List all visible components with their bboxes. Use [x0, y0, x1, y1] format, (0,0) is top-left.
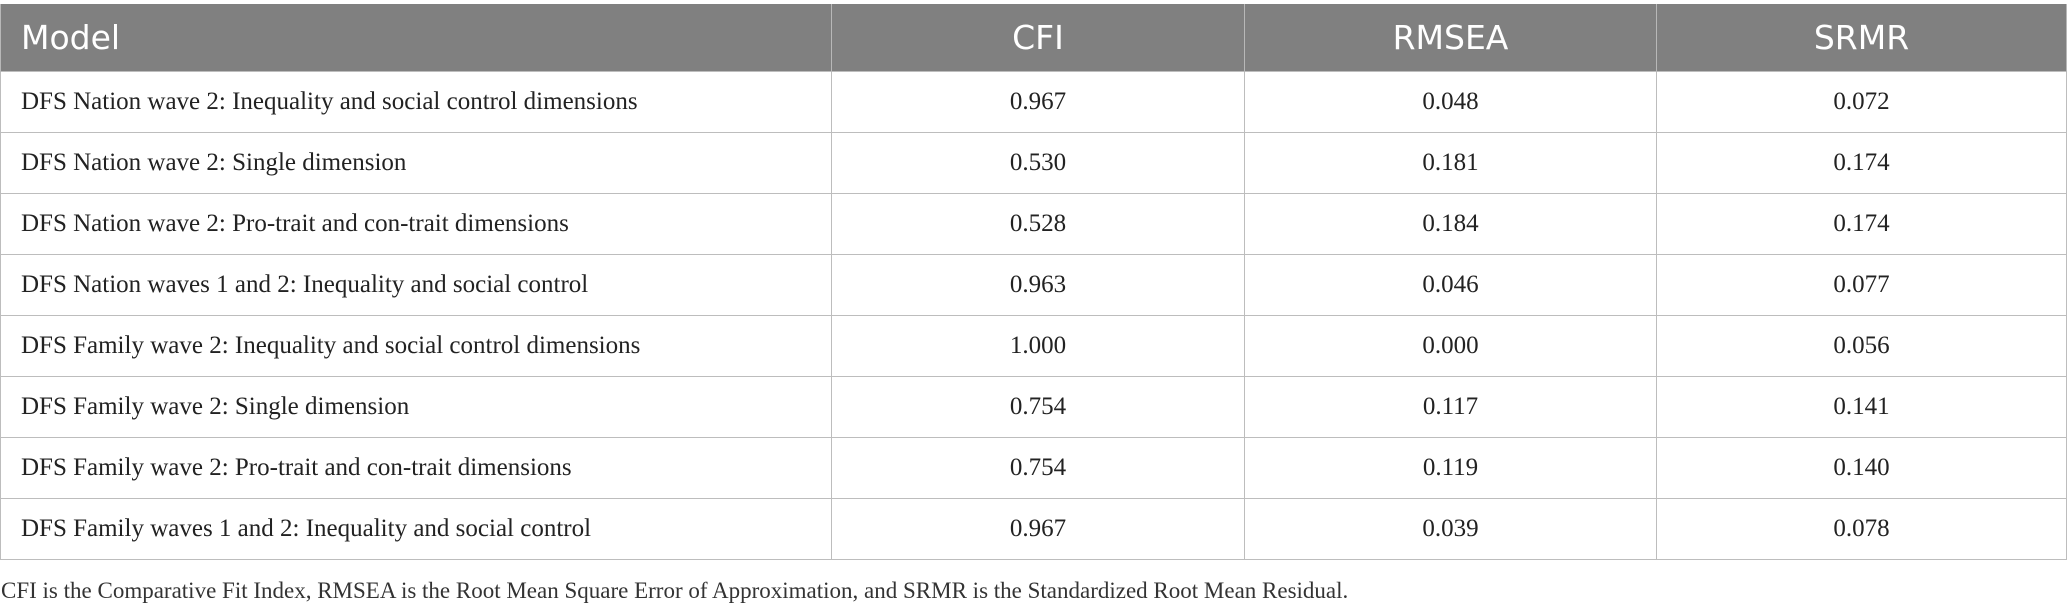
cell-cfi: 0.967	[831, 71, 1245, 133]
cell-model: DFS Family waves 1 and 2: Inequality and…	[0, 498, 832, 560]
cell-model: DFS Nation wave 2: Pro-trait and con-tra…	[0, 193, 832, 255]
cell-model: DFS Family wave 2: Inequality and social…	[0, 315, 832, 377]
table-row: DFS Family waves 1 and 2: Inequality and…	[0, 498, 2067, 560]
cell-rmsea: 0.046	[1244, 254, 1657, 316]
cell-rmsea: 0.039	[1244, 498, 1657, 560]
model-fit-table: Model CFI RMSEA SRMR DFS Nation wave 2: …	[0, 4, 2067, 560]
table-row: DFS Family wave 2: Pro-trait and con-tra…	[0, 437, 2067, 499]
cell-srmr: 0.056	[1656, 315, 2067, 377]
cell-rmsea: 0.181	[1244, 132, 1657, 194]
header-srmr: SRMR	[1656, 4, 2067, 72]
table-row: DFS Nation waves 1 and 2: Inequality and…	[0, 254, 2067, 316]
header-cfi: CFI	[831, 4, 1245, 72]
table-footnote: CFI is the Comparative Fit Index, RMSEA …	[1, 578, 1349, 603]
cell-cfi: 1.000	[831, 315, 1245, 377]
table-row: DFS Nation wave 2: Pro-trait and con-tra…	[0, 193, 2067, 255]
table-row: DFS Nation wave 2: Inequality and social…	[0, 71, 2067, 133]
model-fit-table-container: Model CFI RMSEA SRMR DFS Nation wave 2: …	[0, 4, 2067, 560]
cell-srmr: 0.078	[1656, 498, 2067, 560]
header-row: Model CFI RMSEA SRMR	[0, 4, 2067, 72]
header-rmsea: RMSEA	[1244, 4, 1657, 72]
cell-cfi: 0.530	[831, 132, 1245, 194]
cell-srmr: 0.140	[1656, 437, 2067, 499]
cell-srmr: 0.174	[1656, 193, 2067, 255]
table-row: DFS Family wave 2: Single dimension 0.75…	[0, 376, 2067, 438]
cell-rmsea: 0.117	[1244, 376, 1657, 438]
cell-srmr: 0.141	[1656, 376, 2067, 438]
table-row: DFS Nation wave 2: Single dimension 0.53…	[0, 132, 2067, 194]
table-header: Model CFI RMSEA SRMR	[0, 4, 2067, 72]
cell-cfi: 0.967	[831, 498, 1245, 560]
cell-rmsea: 0.048	[1244, 71, 1657, 133]
cell-model: DFS Family wave 2: Pro-trait and con-tra…	[0, 437, 832, 499]
table-body: DFS Nation wave 2: Inequality and social…	[0, 71, 2067, 560]
cell-cfi: 0.754	[831, 376, 1245, 438]
cell-cfi: 0.963	[831, 254, 1245, 316]
cell-srmr: 0.174	[1656, 132, 2067, 194]
cell-rmsea: 0.184	[1244, 193, 1657, 255]
cell-srmr: 0.072	[1656, 71, 2067, 133]
cell-cfi: 0.754	[831, 437, 1245, 499]
table-row: DFS Family wave 2: Inequality and social…	[0, 315, 2067, 377]
cell-srmr: 0.077	[1656, 254, 2067, 316]
cell-rmsea: 0.119	[1244, 437, 1657, 499]
cell-model: DFS Nation waves 1 and 2: Inequality and…	[0, 254, 832, 316]
cell-model: DFS Nation wave 2: Inequality and social…	[0, 71, 832, 133]
header-model: Model	[0, 4, 832, 72]
cell-model: DFS Nation wave 2: Single dimension	[0, 132, 832, 194]
cell-rmsea: 0.000	[1244, 315, 1657, 377]
cell-cfi: 0.528	[831, 193, 1245, 255]
cell-model: DFS Family wave 2: Single dimension	[0, 376, 832, 438]
